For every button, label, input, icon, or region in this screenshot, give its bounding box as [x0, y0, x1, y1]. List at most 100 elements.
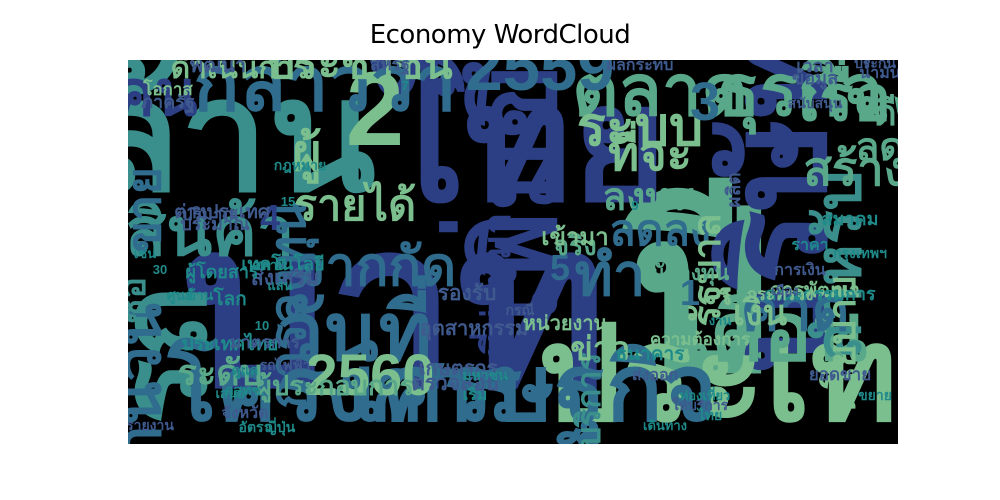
word-11: วันที่ — [278, 275, 432, 378]
word-83: การเงิน — [774, 261, 826, 279]
word-91: สนับสนุน — [788, 95, 843, 112]
word-45: ซื้อ — [106, 277, 153, 323]
word-14: ธุรกิจ — [717, 52, 883, 135]
word-30: ที่จะ — [608, 120, 692, 180]
word-55: ส่งเสริม — [251, 267, 319, 290]
word-6: รถ — [95, 285, 231, 424]
word-58: เกษตรกร — [419, 358, 498, 380]
word-44: 5 — [550, 247, 570, 288]
word-23: ทำ — [575, 243, 646, 308]
word-75: เทคโนโลยี — [241, 253, 324, 274]
word-94: สถานี — [253, 257, 288, 273]
word-7: เพิ่มขึ้น — [435, 0, 579, 323]
word-90: มหาชน — [462, 367, 508, 383]
word-27: 3 — [690, 72, 720, 132]
word-26: ระบบ — [577, 97, 704, 157]
word-22: 2560 — [305, 343, 434, 408]
word-53: เข้ามา — [541, 224, 608, 251]
word-108: เสนอ — [215, 386, 244, 401]
word-81: โอกาส — [142, 79, 193, 99]
word-63: ผลิต — [724, 172, 745, 207]
word-102: กสทช. — [225, 382, 265, 398]
word-36: ลงทุน — [602, 176, 698, 221]
word-41: ดี — [873, 92, 896, 133]
word-4: บริษัท — [700, 27, 855, 373]
word-80: สหรัฐ — [370, 55, 410, 76]
word-107: ขยาย — [858, 387, 892, 403]
word-76: ปริมาณ — [182, 205, 239, 224]
word-111: เมือง — [771, 283, 798, 298]
word-57: ตรวจสอบ — [411, 372, 499, 395]
word-70: ภาครัฐ — [141, 92, 195, 114]
word-101: ญี่ปุ่น — [265, 417, 296, 436]
word-118: 7 — [401, 78, 408, 93]
word-84: จังหวัด — [221, 404, 268, 422]
word-34: รายได้ — [294, 180, 416, 230]
word-60: หน่วยงาน — [523, 313, 608, 335]
word-86: ราคา — [791, 237, 828, 254]
word-32: สร้าง — [803, 142, 906, 195]
word-74: ผู้โดยสาร — [185, 261, 259, 284]
word-40: ลด — [855, 126, 904, 169]
word-5: ประเทศ — [538, 301, 984, 449]
word-59: อุตสาหกรรม — [420, 318, 528, 341]
word-29: การลงทุน — [260, 201, 319, 408]
word-109: งาน — [709, 313, 732, 328]
word-46: ระดับ — [178, 352, 263, 393]
word-49: ข่าว — [570, 330, 630, 367]
word-65: ต่างประเทศ — [174, 202, 271, 223]
word-28: ผู้ — [292, 125, 321, 184]
word-52: จริง — [553, 231, 597, 261]
word-54: นักลงทุน — [651, 262, 730, 287]
word-50: ดำเนินการ — [171, 52, 310, 85]
word-62: การพัฒนา — [770, 280, 860, 302]
word-37: รัฐบาล — [686, 213, 732, 326]
word-25: จากกัด — [294, 237, 456, 297]
word-56: รองรับ — [438, 282, 497, 305]
word-33: ประชาชน — [267, 40, 453, 88]
word-51: ผู้ประกอบการ — [256, 371, 414, 403]
word-66: ธนาคาร — [616, 344, 686, 365]
word-9: เศรษฐกิจ — [353, 336, 717, 450]
word-68: ประมาณ — [180, 214, 250, 234]
word-18: คน — [112, 59, 197, 129]
word-20: สำหรับ — [804, 170, 874, 359]
word-88: เริ่ม — [463, 383, 488, 404]
word-105: ศูนย์ — [167, 287, 194, 304]
word-106: บ้าน — [187, 287, 214, 303]
word-71: ข้อมูล — [792, 68, 838, 90]
word-113: เช่น — [134, 246, 156, 261]
word-38: ที่ผ่านมา — [469, 213, 519, 358]
word-0: บาท — [182, 177, 609, 434]
word-117: 10 — [255, 318, 269, 333]
word-92: รถไฟฟ้า — [260, 356, 311, 373]
word-82: ยอดขาย — [809, 365, 871, 384]
word-3: ล้าน — [84, 49, 376, 224]
word-15: ตลาด — [572, 52, 748, 131]
word-67: โลก — [212, 287, 246, 310]
word-19: เรื่อง — [798, 54, 922, 134]
word-10: โครงการ — [167, 337, 522, 440]
word-119: 9 — [631, 198, 638, 213]
word-85: ส่งออก — [632, 367, 678, 384]
word-112: ท่องเที่ยว — [680, 386, 731, 403]
word-96: ประกัน — [854, 55, 896, 71]
word-115: 30 — [153, 262, 167, 277]
word-97: อัตรา — [239, 419, 272, 435]
word-1: ปี — [621, 169, 771, 418]
chart-title: Economy WordCloud — [369, 20, 631, 50]
word-69: เวลา — [796, 56, 833, 76]
wordcloud-background — [128, 60, 898, 444]
word-93: กรุงเทพฯ — [833, 245, 887, 262]
word-114: แสน — [267, 278, 292, 293]
word-61: พัฒนา — [190, 55, 246, 77]
word-35: ลดลง — [609, 207, 711, 255]
word-17: สินค้า — [125, 195, 294, 270]
word-87: ผลกระทบ — [607, 57, 674, 74]
word-48: บริการ — [570, 352, 607, 447]
word-95: กฎหมาย — [274, 157, 326, 174]
word-43: 4 — [260, 197, 280, 238]
word-39: นโยบาย — [819, 275, 864, 415]
